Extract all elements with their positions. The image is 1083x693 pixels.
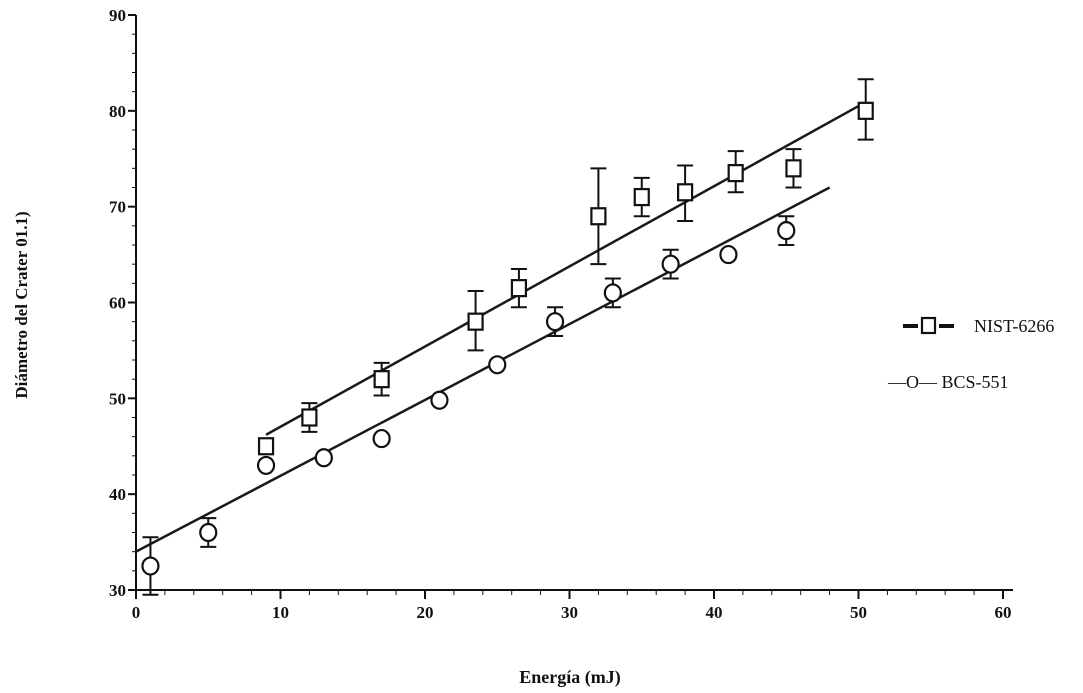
- bcs-551-marker: [777, 221, 796, 241]
- bcs-551-marker: [603, 283, 622, 303]
- fit-lines: [135, 104, 860, 553]
- nist-6266-marker: [257, 437, 275, 456]
- x-tick-label: 40: [706, 603, 723, 622]
- x-tick-label: 30: [561, 603, 578, 622]
- nist-6266-marker: [633, 187, 650, 207]
- x-axis-title: Energía (mJ): [519, 667, 620, 688]
- bcs-551-marker: [314, 448, 333, 468]
- bcs-551-marker: [372, 428, 391, 449]
- y-tick-label: 90: [109, 6, 126, 25]
- nist-6266-marker: [785, 159, 802, 178]
- axes: 30 40 50 60 70 80 90 0 10 20 30 40 50 60: [109, 6, 1013, 622]
- nist-6266-marker: [857, 101, 874, 120]
- bcs-551-marker: [545, 312, 565, 332]
- nist-6266-fit-line: [265, 104, 860, 436]
- nist-6266-marker: [510, 279, 528, 298]
- bcs-551-fit-line: [135, 186, 831, 553]
- legend-label-bcs: —O— BCS-551: [887, 372, 1009, 392]
- nist-6266-marker: [373, 370, 390, 389]
- y-tick-label: 50: [109, 389, 126, 408]
- x-tick-label: 10: [272, 603, 289, 622]
- nist-6266-marker: [467, 312, 484, 331]
- data-markers: [141, 101, 874, 576]
- nist-6266-marker: [590, 207, 607, 226]
- y-tick-label: 30: [109, 581, 126, 600]
- bcs-551-marker: [430, 390, 449, 410]
- nist-6266-marker: [727, 164, 744, 183]
- bcs-551-marker: [256, 455, 276, 476]
- bcs-551-marker: [661, 254, 680, 274]
- y-tick-label: 70: [109, 198, 126, 217]
- legend: NIST-6266 —O— BCS-551: [887, 316, 1054, 392]
- y-tick-label: 80: [109, 102, 126, 121]
- y-tick-label: 60: [109, 294, 126, 313]
- bcs-551-marker: [488, 355, 507, 375]
- x-tick-label: 20: [417, 603, 434, 622]
- y-tick-label: 40: [109, 485, 126, 504]
- nist-6266-marker: [676, 183, 694, 202]
- y-axis-title: Diámetro del Crater 01.1): [12, 211, 31, 398]
- x-tick-label: 0: [132, 603, 141, 622]
- nist-6266-marker: [301, 408, 318, 427]
- bcs-551-marker: [199, 522, 218, 543]
- bcs-551-marker: [719, 244, 738, 265]
- x-tick-label: 50: [850, 603, 867, 622]
- legend-square-marker: [920, 316, 937, 335]
- error-bars: [142, 78, 874, 596]
- bcs-551-marker: [141, 556, 160, 576]
- legend-label-nist: NIST-6266: [974, 316, 1054, 336]
- x-tick-label: 60: [995, 603, 1012, 622]
